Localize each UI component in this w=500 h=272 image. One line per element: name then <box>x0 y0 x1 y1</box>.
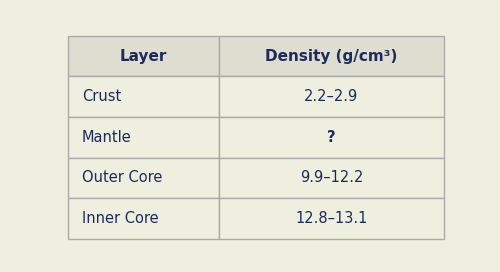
Text: 12.8–13.1: 12.8–13.1 <box>295 211 368 226</box>
FancyBboxPatch shape <box>218 117 444 158</box>
Text: Density (g/cm³): Density (g/cm³) <box>265 49 398 64</box>
FancyBboxPatch shape <box>68 158 218 198</box>
Text: ?: ? <box>327 130 336 145</box>
Text: 2.2–2.9: 2.2–2.9 <box>304 89 358 104</box>
FancyBboxPatch shape <box>68 117 218 158</box>
Text: Outer Core: Outer Core <box>82 171 162 186</box>
FancyBboxPatch shape <box>218 198 444 239</box>
Text: Layer: Layer <box>120 49 167 64</box>
Text: 9.9–12.2: 9.9–12.2 <box>300 171 363 186</box>
FancyBboxPatch shape <box>218 158 444 198</box>
FancyBboxPatch shape <box>218 36 444 76</box>
FancyBboxPatch shape <box>68 76 218 117</box>
Text: Inner Core: Inner Core <box>82 211 158 226</box>
FancyBboxPatch shape <box>68 198 218 239</box>
Text: Crust: Crust <box>82 89 121 104</box>
FancyBboxPatch shape <box>218 76 444 117</box>
FancyBboxPatch shape <box>68 36 218 76</box>
Text: Mantle: Mantle <box>82 130 132 145</box>
